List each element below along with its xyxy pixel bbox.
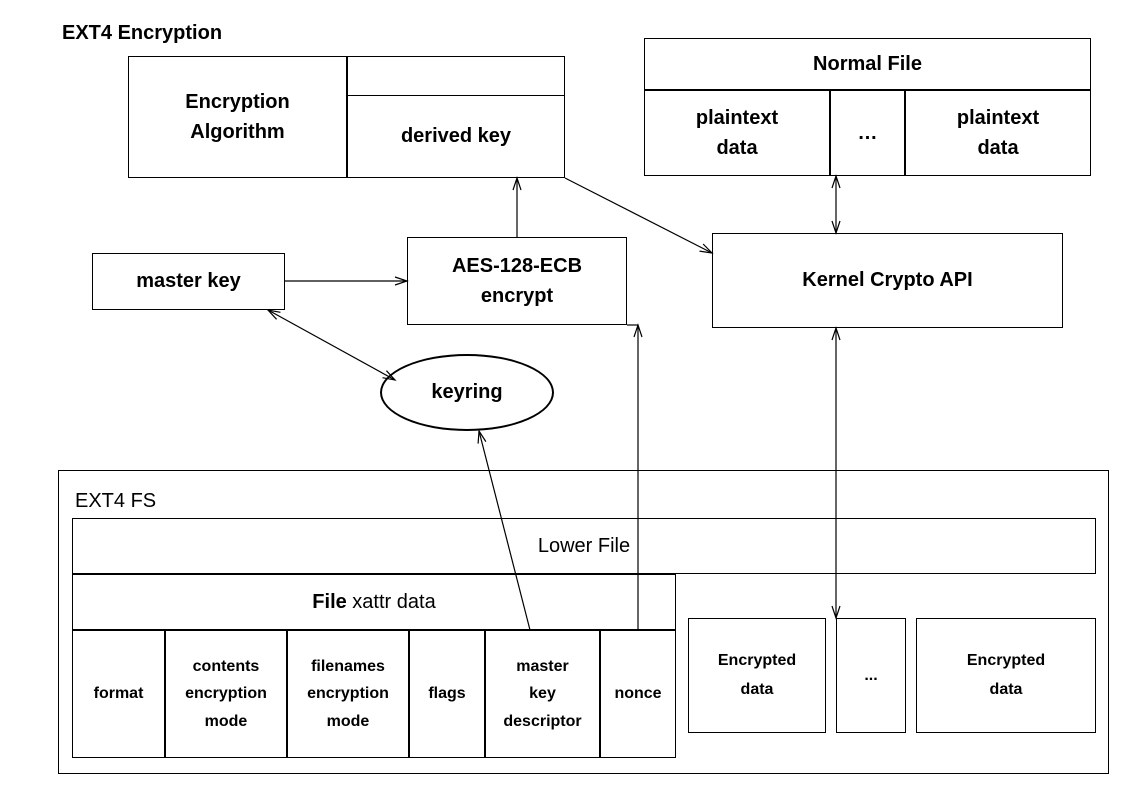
text-encryption: Encryption — [185, 91, 289, 113]
text-xattr-nonce: nonce — [614, 685, 661, 703]
text-algorithm: Algorithm — [190, 121, 284, 143]
text-plaintext-2b: data — [977, 137, 1018, 159]
text-xattr-filenames-3: mode — [327, 713, 370, 730]
text-xattr-contents-3: mode — [205, 713, 248, 730]
text-xattr-contents-2: encryption — [185, 685, 267, 702]
text-enc-2a: Encrypted — [967, 652, 1045, 669]
text-xattr-filenames-2: encryption — [307, 685, 389, 702]
text-plaintext-2a: plaintext — [957, 107, 1039, 129]
text-master-key: master key — [136, 270, 241, 293]
text-enc-ellipsis: ... — [864, 667, 877, 685]
text-normal-file: Normal File — [813, 53, 922, 76]
node-derived-key-cell: derived key — [347, 95, 565, 178]
text-enc-2b: data — [990, 681, 1023, 698]
title-ext4-encryption: EXT4 Encryption — [62, 22, 222, 45]
diagram-canvas: EXT4 Encryption Encryption Algorithm der… — [0, 0, 1138, 811]
text-derived-key: derived key — [401, 125, 511, 148]
text-plaintext-1b: data — [716, 137, 757, 159]
node-xattr-filenames: filenames encryption mode — [287, 630, 409, 758]
text-xattr-format: format — [94, 685, 144, 703]
node-encrypted-data-2: Encrypted data — [916, 618, 1096, 733]
node-xattr-format: format — [72, 630, 165, 758]
node-xattr-flags: flags — [409, 630, 485, 758]
node-normal-file-header: Normal File — [644, 38, 1091, 90]
text-file-xattr-data: File xattr data — [312, 591, 435, 614]
text-lower-file: Lower File — [538, 535, 630, 558]
text-xattr-mkd-2: key — [529, 685, 556, 702]
text-xattr-filenames-1: filenames — [311, 658, 385, 675]
text-aes-2: encrypt — [481, 285, 553, 307]
text-kernel-crypto-api: Kernel Crypto API — [802, 269, 972, 292]
text-aes-1: AES-128-ECB — [452, 255, 582, 277]
node-xattr-nonce: nonce — [600, 630, 676, 758]
node-xattr-master-key-desc: master key descriptor — [485, 630, 600, 758]
text-xattr-flags: flags — [428, 685, 465, 703]
label-ext4-fs: EXT4 FS — [75, 490, 156, 513]
node-master-key: master key — [92, 253, 285, 310]
text-plaintext-1a: plaintext — [696, 107, 778, 129]
node-encrypted-data-1: Encrypted data — [688, 618, 826, 733]
node-xattr-contents: contents encryption mode — [165, 630, 287, 758]
text-xattr-contents-1: contents — [193, 658, 260, 675]
node-encrypted-ellipsis: ... — [836, 618, 906, 733]
node-plaintext-ellipsis: … — [830, 90, 905, 176]
node-derived-key — [347, 56, 565, 95]
node-lower-file: Lower File — [72, 518, 1096, 574]
text-enc-1b: data — [741, 681, 774, 698]
node-encryption-algorithm: Encryption Algorithm — [128, 56, 347, 178]
node-file-xattr-data: File xattr data — [72, 574, 676, 630]
text-keyring: keyring — [431, 381, 502, 404]
node-plaintext-data-1: plaintext data — [644, 90, 830, 176]
text-plaintext-ellipsis: … — [858, 122, 878, 145]
node-aes-128-ecb: AES-128-ECB encrypt — [407, 237, 627, 325]
node-kernel-crypto-api: Kernel Crypto API — [712, 233, 1063, 328]
node-keyring: keyring — [380, 354, 554, 431]
text-xattr-mkd-1: master — [516, 658, 568, 675]
text-xattr-mkd-3: descriptor — [503, 713, 581, 730]
text-enc-1a: Encrypted — [718, 652, 796, 669]
node-plaintext-data-2: plaintext data — [905, 90, 1091, 176]
